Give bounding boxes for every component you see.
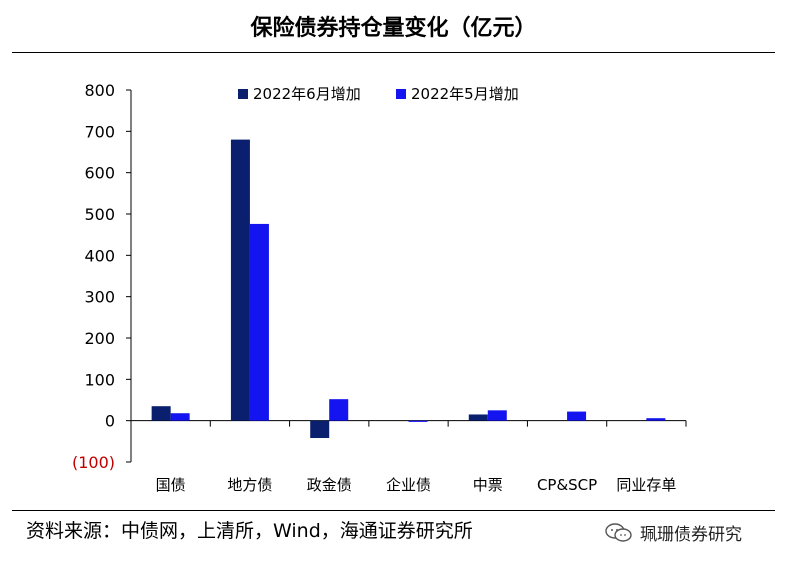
x-category-label: 同业存单	[616, 476, 676, 494]
bar-jun	[468, 414, 488, 421]
legend-label: 2022年6月增加	[253, 85, 361, 103]
legend-label: 2022年5月增加	[411, 85, 519, 103]
top-divider	[12, 52, 775, 53]
x-category-label: 企业债	[386, 476, 431, 494]
source-note: 资料来源：中债网，上清所，Wind，海通证券研究所	[26, 520, 473, 542]
x-category-label: 地方债	[227, 476, 272, 494]
bar-may	[249, 223, 269, 421]
bar-may	[170, 413, 190, 421]
legend-swatch	[396, 89, 406, 99]
bar-may	[567, 411, 587, 421]
x-category-label: 国债	[156, 476, 186, 494]
y-tick-label: (100)	[72, 453, 115, 472]
watermark: 珮珊债券研究	[604, 520, 742, 545]
y-tick-label: 300	[84, 288, 115, 307]
y-tick-label: 700	[84, 122, 115, 141]
x-category-label: CP&SCP	[537, 476, 597, 494]
y-tick-label: 600	[84, 164, 115, 183]
y-tick-label: 0	[105, 412, 115, 431]
y-tick-label: 500	[84, 205, 115, 224]
chart-title: 保险债券持仓量变化（亿元）	[250, 16, 537, 41]
y-tick-label: 800	[84, 81, 115, 100]
bar-may	[646, 418, 666, 421]
bar-chart: 800 700 600 500 400 300 200 100 0 (100) 国债 地方债 政金债 企业…	[72, 81, 687, 494]
bar-may	[408, 420, 428, 422]
watermark-text: 珮珊债券研究	[640, 525, 742, 545]
bar-jun	[310, 420, 330, 439]
bottom-divider	[12, 510, 775, 511]
wechat-icon	[605, 522, 632, 542]
y-tick-label: 400	[84, 246, 115, 265]
bar-jun	[151, 406, 171, 421]
y-tick-label: 100	[84, 370, 115, 389]
bar-may	[487, 410, 507, 421]
bar-may	[329, 399, 349, 421]
legend-swatch	[238, 89, 248, 99]
x-category-label: 政金债	[307, 476, 352, 494]
y-tick-label: 200	[84, 329, 115, 348]
x-category-label: 中票	[473, 476, 503, 494]
bar-jun	[230, 139, 250, 421]
